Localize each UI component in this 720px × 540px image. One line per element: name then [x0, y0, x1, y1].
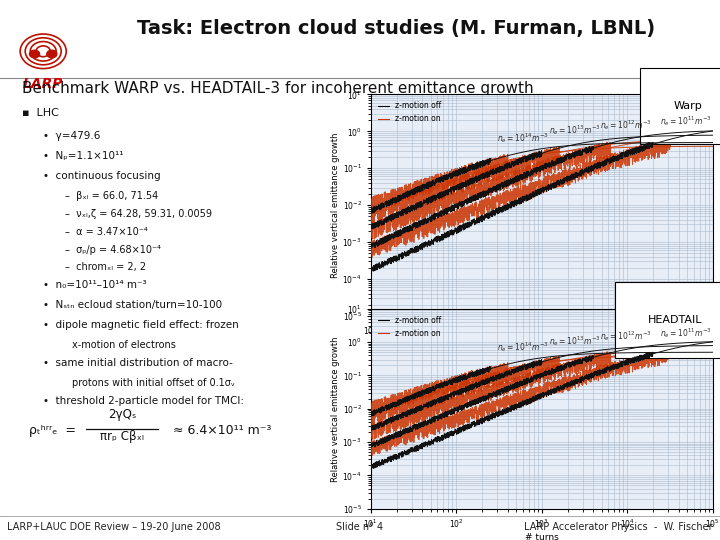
Text: πrₚ Cβₓₗ: πrₚ Cβₓₗ — [101, 430, 144, 443]
Circle shape — [30, 50, 40, 58]
Text: $n_e$$=$$10^{14}$$m$$^{-3}$: $n_e$$=$$10^{14}$$m$$^{-3}$ — [497, 131, 549, 145]
Text: Warp: Warp — [674, 101, 703, 111]
Text: •  Nₛₜₙ ecloud station/turn=10-100: • Nₛₜₙ ecloud station/turn=10-100 — [43, 300, 222, 310]
Text: •  γ=479.6: • γ=479.6 — [43, 131, 101, 141]
Text: $n_e$$=$$10^{14}$$m$$^{-3}$: $n_e$$=$$10^{14}$$m$$^{-3}$ — [497, 341, 549, 354]
Text: HEADTAIL: HEADTAIL — [648, 315, 703, 325]
Text: •  n₀=10¹¹–10¹⁴ m⁻³: • n₀=10¹¹–10¹⁴ m⁻³ — [43, 280, 147, 291]
Legend: z-motion off, z-motion on: z-motion off, z-motion on — [374, 313, 444, 341]
X-axis label: # turns: # turns — [525, 340, 559, 349]
X-axis label: # turns: # turns — [525, 533, 559, 540]
Text: LARP: LARP — [23, 77, 63, 91]
Text: $n_e$$=$$10^{11}$$m$$^{-3}$: $n_e$$=$$10^{11}$$m$$^{-3}$ — [660, 326, 711, 340]
Text: x-motion of electrons: x-motion of electrons — [72, 340, 176, 350]
Text: ▪  LHC: ▪ LHC — [22, 108, 58, 118]
Y-axis label: Relative vertical emittance growth: Relative vertical emittance growth — [330, 132, 340, 278]
Text: Task: Electron cloud studies (M. Furman, LBNL): Task: Electron cloud studies (M. Furman,… — [137, 19, 655, 38]
Text: $n_e$$=$$10^{11}$$m$$^{-3}$: $n_e$$=$$10^{11}$$m$$^{-3}$ — [660, 114, 711, 128]
Text: $n_e$$=$$10^{12}$$m$$^{-3}$: $n_e$$=$$10^{12}$$m$$^{-3}$ — [600, 329, 652, 343]
Text: 2γQₛ: 2γQₛ — [108, 408, 137, 421]
Text: LARP+LAUC DOE Review – 19-20 June 2008: LARP+LAUC DOE Review – 19-20 June 2008 — [7, 522, 221, 531]
Text: –  νₓₗ,ζ = 64.28, 59.31, 0.0059: – νₓₗ,ζ = 64.28, 59.31, 0.0059 — [65, 209, 212, 219]
Text: –  βₓₗ = 66.0, 71.54: – βₓₗ = 66.0, 71.54 — [65, 191, 158, 201]
Text: ≈ 6.4×10¹¹ m⁻³: ≈ 6.4×10¹¹ m⁻³ — [173, 424, 271, 437]
Text: •  dipole magnetic field effect: frozen: • dipole magnetic field effect: frozen — [43, 320, 239, 330]
Text: Slide n° 4: Slide n° 4 — [336, 522, 384, 531]
Circle shape — [47, 50, 57, 58]
Text: •  threshold 2-particle model for TMCI:: • threshold 2-particle model for TMCI: — [43, 396, 244, 406]
Text: ρₜʰʳʳₑ  =: ρₜʰʳʳₑ = — [29, 424, 76, 437]
Text: •  same initial distribution of macro-: • same initial distribution of macro- — [43, 358, 233, 368]
Text: •  continuous focusing: • continuous focusing — [43, 171, 161, 181]
Legend: z-motion off, z-motion on: z-motion off, z-motion on — [374, 98, 444, 126]
Text: –  α = 3.47×10⁻⁴: – α = 3.47×10⁻⁴ — [65, 227, 148, 237]
Text: protons with initial offset of 0.1σᵥ: protons with initial offset of 0.1σᵥ — [72, 378, 235, 388]
Text: –  chromₓₗ = 2, 2: – chromₓₗ = 2, 2 — [65, 262, 146, 273]
Text: LARP Accelerator Physics  -  W. Fischer: LARP Accelerator Physics - W. Fischer — [524, 522, 713, 531]
Text: $n_e$$=$$10^{13}$$m$$^{-3}$: $n_e$$=$$10^{13}$$m$$^{-3}$ — [549, 123, 600, 137]
Text: Benchmark WARP vs. HEADTAIL-3 for incoherent emittance growth: Benchmark WARP vs. HEADTAIL-3 for incohe… — [22, 81, 534, 96]
Y-axis label: Relative vertical emittance growth: Relative vertical emittance growth — [330, 336, 340, 482]
Text: $n_e$$=$$10^{12}$$m$$^{-3}$: $n_e$$=$$10^{12}$$m$$^{-3}$ — [600, 118, 652, 132]
Text: •  Nₚ=1.1×10¹¹: • Nₚ=1.1×10¹¹ — [43, 151, 124, 161]
Text: $n_e$$=$$10^{13}$$m$$^{-3}$: $n_e$$=$$10^{13}$$m$$^{-3}$ — [549, 334, 600, 348]
Text: –  σₚ/p = 4.68×10⁻⁴: – σₚ/p = 4.68×10⁻⁴ — [65, 245, 161, 255]
